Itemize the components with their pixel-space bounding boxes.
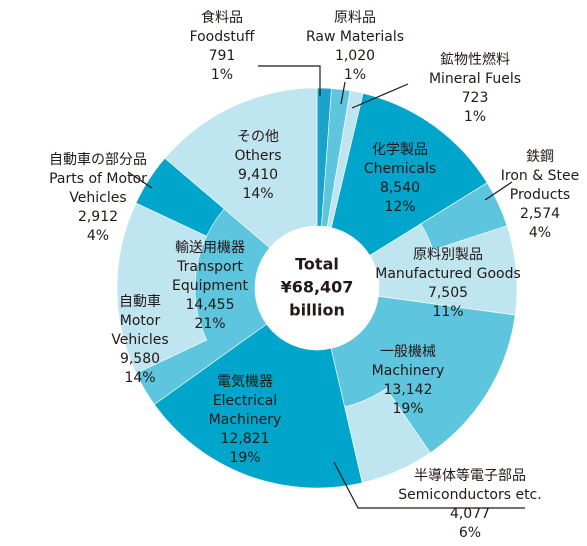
leader-line <box>351 83 409 109</box>
percent-label: 14% <box>242 186 273 202</box>
label-ja: 自動車の部分品 <box>49 151 147 168</box>
labels: 食料品 Foodstuff 791 1% 原料品 Raw Materials 1,020 1%… <box>49 9 579 541</box>
percent-label: 14% <box>124 370 155 386</box>
percent-label: 6% <box>459 525 481 541</box>
label-en: Raw Materials <box>306 29 404 45</box>
label-en: Others <box>234 148 281 164</box>
leader-line <box>340 81 346 105</box>
label-en: Motor <box>120 313 161 329</box>
label-ja: 半導体等電子部品 <box>414 467 526 484</box>
percent-label: 1% <box>211 67 233 83</box>
percent-label: 1% <box>344 67 366 83</box>
value-label: 1,020 <box>335 48 375 64</box>
label-en: Electrical <box>213 393 277 409</box>
leader-line <box>484 181 513 201</box>
label-en: Manufactured Goods <box>375 266 521 282</box>
label-ja: 原料品 <box>334 10 376 26</box>
value-label: 8,540 <box>380 180 420 196</box>
label-ja: 輸送用機器 <box>175 240 245 256</box>
leader-line <box>127 171 153 189</box>
value-label: 791 <box>209 48 236 64</box>
leader-line <box>333 461 525 509</box>
label-ja: 鉱物性燃料 <box>440 51 510 68</box>
value-label: 9,410 <box>238 167 278 183</box>
value-label: 13,142 <box>384 382 433 398</box>
label-ja: 化学製品 <box>372 142 428 158</box>
label-ja: 一般機械 <box>380 344 436 360</box>
percent-label: 11% <box>432 304 463 320</box>
value-label: 723 <box>462 90 489 106</box>
label-ja: 食料品 <box>201 9 243 26</box>
value-label: 4,077 <box>450 506 490 522</box>
value-label: 12,821 <box>221 431 270 447</box>
value-label: 14,455 <box>186 297 235 313</box>
label-en: Machinery <box>209 412 282 428</box>
label-en: Machinery <box>372 363 445 379</box>
percent-label: 1% <box>464 109 486 125</box>
value-label: 2,912 <box>78 209 118 225</box>
leader-line <box>258 65 321 96</box>
label-ja: 電気機器 <box>217 374 273 390</box>
label-en: Vehicles <box>111 332 168 348</box>
value-label: 9,580 <box>120 351 160 367</box>
label-en: Chemicals <box>364 161 436 177</box>
label-en: Vehicles <box>69 190 126 206</box>
label-en: Foodstuff <box>190 29 255 45</box>
label-ja: 自動車 <box>119 293 161 310</box>
label-en: Parts of Motor <box>49 171 147 187</box>
label-en: Products <box>510 187 570 203</box>
label-en: Equipment <box>172 278 249 294</box>
center-hole <box>255 226 379 350</box>
percent-label: 4% <box>87 228 109 244</box>
value-label: 2,574 <box>520 206 560 222</box>
center-label: ¥68,407 <box>281 278 354 297</box>
label-en: Mineral Fuels <box>429 71 521 87</box>
label-ja: 原料別製品 <box>413 247 483 263</box>
label-ja: 鉄鋼 <box>526 149 554 165</box>
label-en: Iron & Stee <box>501 168 579 184</box>
percent-label: 19% <box>229 450 260 466</box>
percent-label: 19% <box>392 401 423 417</box>
label-en: Transport <box>176 259 243 275</box>
percent-label: 12% <box>384 199 415 215</box>
label-en: Semiconductors etc. <box>398 487 541 503</box>
center-label: billion <box>289 301 345 320</box>
percent-label: 4% <box>529 225 551 241</box>
label-ja: その他 <box>237 129 279 145</box>
percent-label: 21% <box>194 316 225 332</box>
center-label: Total <box>295 255 339 274</box>
value-label: 7,505 <box>428 285 468 301</box>
